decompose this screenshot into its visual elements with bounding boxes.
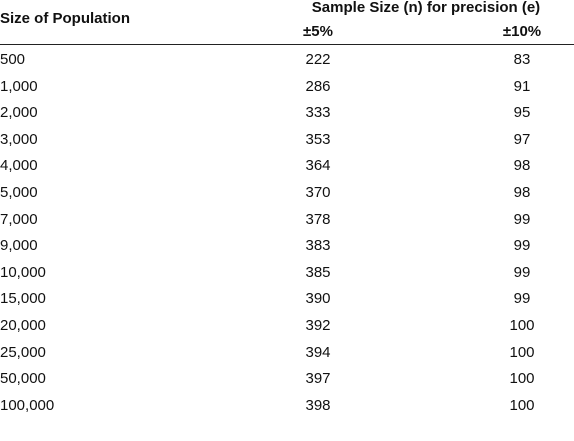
sample-size-cell: 370 bbox=[305, 184, 331, 201]
sample-size-cell: 98 bbox=[513, 157, 531, 175]
sample-size-cell: 100 bbox=[509, 370, 535, 388]
column-header: Size of Population bbox=[0, 10, 130, 27]
sample-size-cell: 364 bbox=[305, 157, 331, 175]
sample-size-cell: 385 bbox=[305, 263, 331, 281]
column-header: ±5% bbox=[303, 23, 333, 40]
sample-size-cell: 333 bbox=[305, 104, 331, 122]
sample-size-cell: 392 bbox=[305, 317, 331, 334]
sample-size-cell: 222 bbox=[305, 51, 331, 68]
population-cell: 20,000 bbox=[0, 317, 46, 334]
sample-size-cell: 99 bbox=[513, 210, 531, 228]
sample-size-cell: 95 bbox=[513, 104, 531, 122]
sample-size-cell: 398 bbox=[305, 396, 331, 414]
population-cell: 500 bbox=[0, 51, 26, 68]
sample-size-cell: 353 bbox=[305, 130, 331, 148]
population-cell: 1,000 bbox=[0, 77, 38, 95]
population-cell: 9,000 bbox=[0, 237, 38, 255]
sample-size-cell: 99 bbox=[513, 263, 531, 281]
sample-size-cell: 91 bbox=[513, 77, 531, 95]
population-cell: 50,000 bbox=[0, 370, 46, 388]
sample-size-cell: 100 bbox=[509, 396, 535, 414]
sample-size-cell: 383 bbox=[305, 237, 331, 255]
sample-size-cell: 390 bbox=[305, 290, 331, 308]
sample-size-cell: 83 bbox=[513, 51, 531, 68]
sample-size-cell: 286 bbox=[305, 77, 331, 95]
population-cell: 25,000 bbox=[0, 343, 46, 361]
sample-size-cell: 99 bbox=[513, 237, 531, 255]
population-cell: 7,000 bbox=[0, 210, 38, 228]
sample-size-cell: 378 bbox=[305, 210, 331, 228]
column-header: ±10% bbox=[502, 23, 542, 40]
population-cell: 100,000 bbox=[0, 396, 55, 414]
sample-size-cell: 98 bbox=[513, 184, 531, 201]
population-cell: 10,000 bbox=[0, 263, 46, 281]
sample-size-cell: 99 bbox=[513, 290, 531, 308]
column-group-header: Sample Size (n) for precision (e) bbox=[311, 0, 541, 16]
population-cell: 3,000 bbox=[0, 130, 38, 148]
sample-size-cell: 100 bbox=[509, 317, 535, 334]
sample-size-cell: 394 bbox=[305, 343, 331, 361]
sample-size-cell: 100 bbox=[509, 343, 535, 361]
header-rule bbox=[0, 44, 574, 45]
population-cell: 2,000 bbox=[0, 104, 38, 122]
sample-size-cell: 397 bbox=[305, 370, 331, 388]
sample-size-cell: 97 bbox=[513, 130, 531, 148]
population-cell: 4,000 bbox=[0, 157, 38, 175]
population-cell: 15,000 bbox=[0, 290, 46, 308]
population-cell: 5,000 bbox=[0, 184, 38, 201]
